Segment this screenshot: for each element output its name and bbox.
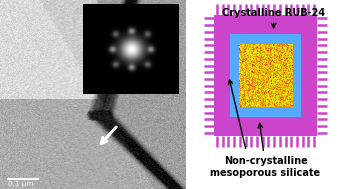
Text: Non-crystalline
mesoporous silicate: Non-crystalline mesoporous silicate — [210, 123, 321, 178]
Text: 0.1 μm: 0.1 μm — [8, 181, 33, 187]
Text: Crystalline RUB-24: Crystalline RUB-24 — [222, 8, 325, 28]
Bar — [230, 34, 301, 117]
Bar — [214, 15, 317, 136]
